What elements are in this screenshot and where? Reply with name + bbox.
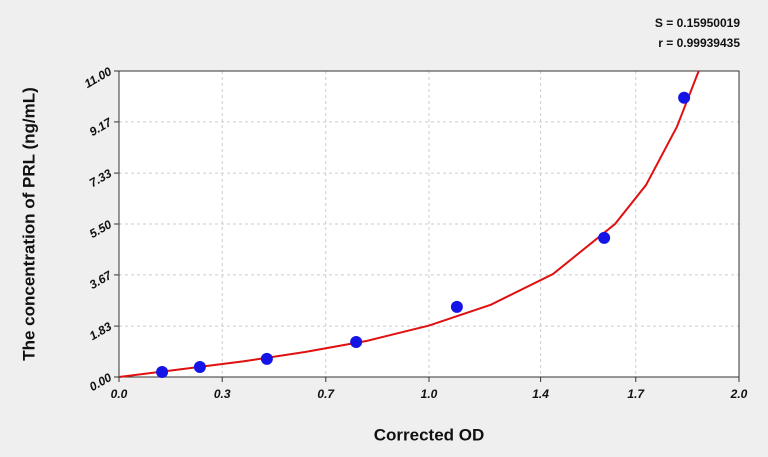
- y-axis-title: The concentration of PRL (ng/mL): [19, 87, 38, 361]
- x-tick-label: 1.7: [627, 387, 645, 401]
- y-tick-label: 11.00: [82, 64, 115, 91]
- plot-border: [118, 70, 740, 378]
- data-point: [193, 360, 206, 373]
- data-point: [350, 335, 363, 348]
- annotation: S = 0.15950019: [655, 16, 740, 30]
- y-tick-label: 5.50: [87, 217, 115, 241]
- x-axis-title: Corrected OD: [374, 425, 485, 444]
- data-point: [260, 352, 273, 365]
- y-tick-label: 1.83: [87, 319, 115, 343]
- x-tick-label: 0.3: [214, 387, 231, 401]
- data-point: [598, 231, 611, 244]
- annotation: r = 0.99939435: [658, 36, 740, 50]
- y-tick-label: 7.33: [87, 166, 115, 190]
- x-tick-label: 0.7: [317, 387, 335, 401]
- data-point: [678, 91, 691, 104]
- x-tick-label: 2.0: [730, 387, 748, 401]
- y-tick-label: 3.67: [87, 267, 115, 291]
- data-point: [156, 365, 169, 378]
- x-tick-label: 1.0: [421, 387, 438, 401]
- x-tick-label: 1.4: [532, 387, 549, 401]
- y-tick-label: 9.17: [87, 114, 115, 138]
- fit-curve: [118, 70, 700, 378]
- data-point: [450, 300, 463, 313]
- x-tick-label: 0.0: [111, 387, 128, 401]
